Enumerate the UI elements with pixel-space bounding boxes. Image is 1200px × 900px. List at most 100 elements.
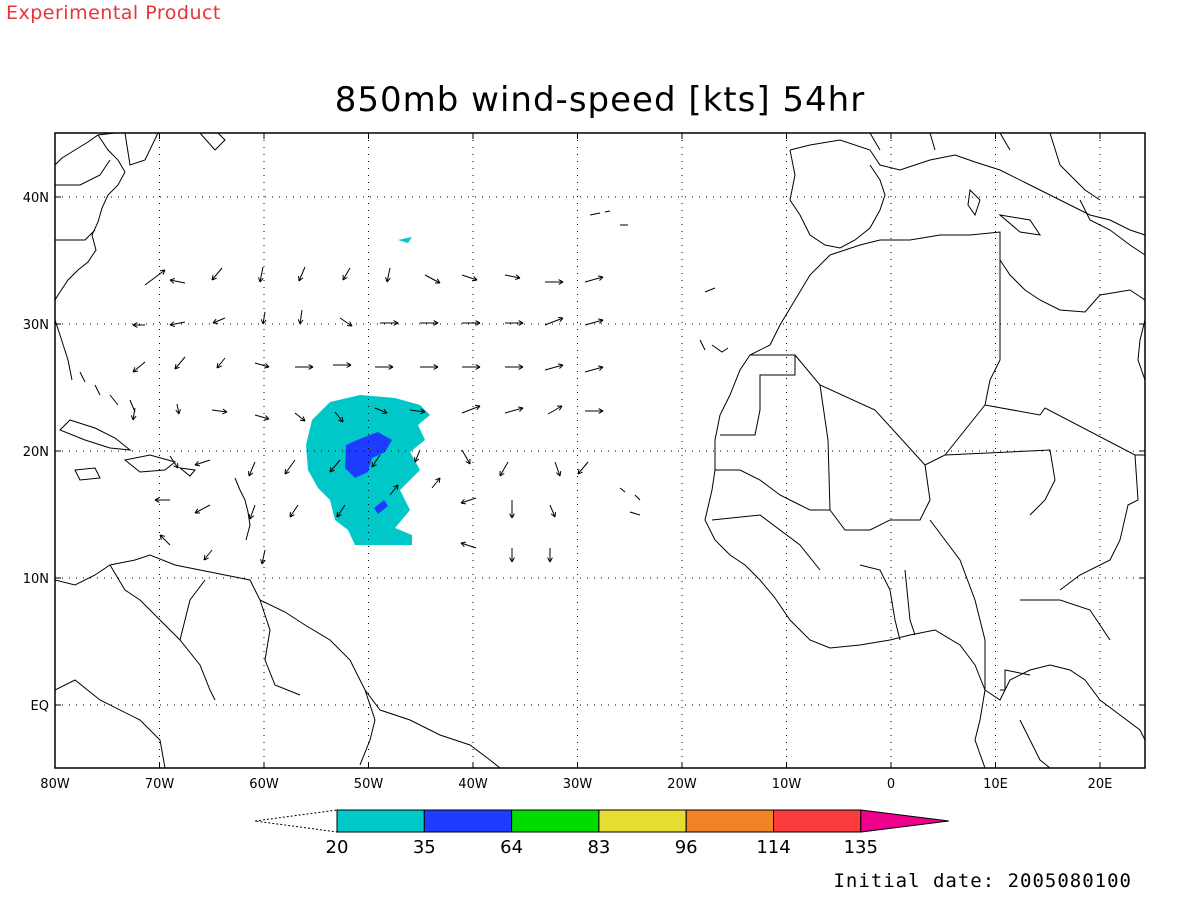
- colorbar-swatch: [336, 809, 425, 833]
- wind-vector: [259, 266, 264, 283]
- wind-vector: [329, 459, 341, 473]
- colorbar-swatch: [685, 809, 775, 833]
- wind-vector: [461, 405, 481, 414]
- wind-vector: [584, 276, 604, 283]
- lat-label: 20N: [23, 445, 49, 460]
- coastlines: [55, 133, 1145, 768]
- colorbar-swatch: [598, 809, 687, 833]
- wind-vector: [371, 454, 381, 468]
- lat-label: 30N: [23, 318, 49, 333]
- lon-label: 40W: [458, 777, 488, 792]
- wind-vector: [254, 362, 270, 368]
- wind-vector: [289, 504, 299, 518]
- wind-vector: [389, 484, 399, 496]
- lon-label: 10E: [983, 777, 1008, 792]
- colorbar-label: 64: [500, 837, 523, 858]
- wind-vector: [159, 534, 171, 546]
- wind-vector: [584, 319, 604, 326]
- colorbar-label: 35: [413, 837, 436, 858]
- colorbar-upper-extend: [860, 809, 949, 833]
- wind-vector: [169, 455, 179, 469]
- wind-vector: [261, 549, 266, 565]
- colorbar-label: 96: [675, 837, 698, 858]
- wind-vector: [544, 364, 564, 371]
- wind-vector: [544, 317, 564, 326]
- wind-vector: [577, 461, 589, 475]
- wind-vector: [504, 407, 524, 414]
- lon-label: 60W: [249, 777, 279, 792]
- colorbar-label: 114: [756, 837, 790, 858]
- lon-label: 20W: [667, 777, 697, 792]
- wind-vector: [144, 269, 166, 286]
- lat-label: 10N: [23, 572, 49, 587]
- wind-vector: [504, 274, 521, 279]
- lon-label: 0: [887, 777, 895, 792]
- colorbar: 20 35 64 83 96 114 135: [254, 809, 949, 858]
- wind-vector: [284, 459, 296, 475]
- lon-label: 10W: [772, 777, 802, 792]
- wind-shading-blue-small: [374, 500, 388, 514]
- wind-vector: [547, 405, 563, 415]
- wind-vector: [169, 279, 186, 284]
- wind-vector: [249, 504, 256, 520]
- wind-vector: [132, 361, 146, 373]
- wind-vector: [409, 409, 426, 413]
- colorbar-swatch: [511, 809, 600, 833]
- wind-vector: [499, 461, 509, 477]
- wind-vector: [460, 542, 477, 549]
- map-title: 850mb wind-speed [kts] 54hr: [334, 80, 866, 120]
- wind-vector: [194, 459, 211, 466]
- wind-vector: [374, 407, 388, 414]
- wind-vectors: [130, 266, 604, 565]
- wind-vector: [554, 461, 561, 477]
- wind-vector: [248, 461, 256, 477]
- wind-vector: [461, 449, 471, 465]
- colorbar-swatch: [423, 809, 513, 833]
- wind-vector: [339, 317, 353, 327]
- wind-vector: [431, 477, 441, 489]
- wind-vector: [294, 412, 306, 422]
- wind-vector: [211, 267, 223, 281]
- wind-vector: [460, 497, 477, 504]
- wind-vector: [262, 311, 266, 325]
- map-frame: [54, 132, 1146, 769]
- wind-vector: [203, 549, 213, 561]
- wind-vector: [299, 309, 303, 325]
- wind-vector: [194, 504, 211, 514]
- colorbar-label: 83: [587, 837, 610, 858]
- wind-vector: [254, 414, 270, 420]
- colorbar-lower-extend: [254, 809, 338, 833]
- wind-vector: [461, 274, 478, 281]
- wind-vector: [176, 403, 180, 415]
- lon-label: 80W: [40, 777, 70, 792]
- graticule: [55, 133, 1145, 768]
- wind-vector: [342, 267, 351, 281]
- wind-vector: [424, 274, 441, 284]
- wind-vector: [169, 321, 186, 326]
- wind-vector: [132, 407, 136, 421]
- lon-label: 70W: [145, 777, 175, 792]
- wind-vector: [211, 409, 228, 413]
- wind-vector: [549, 504, 556, 518]
- lat-label: EQ: [31, 699, 49, 714]
- wind-vector: [216, 357, 226, 369]
- wind-vector: [212, 317, 226, 324]
- wind-vector: [298, 266, 306, 282]
- lat-label: 40N: [23, 191, 49, 206]
- experimental-product-label: Experimental Product: [6, 2, 221, 24]
- lon-label: 50W: [354, 777, 384, 792]
- lon-label: 30W: [563, 777, 593, 792]
- colorbar-swatch: [773, 809, 862, 833]
- wind-vector: [336, 504, 346, 518]
- lon-label: 20E: [1088, 777, 1113, 792]
- wind-vector: [174, 356, 186, 370]
- colorbar-label: 20: [326, 837, 349, 858]
- initial-date-label: Initial date: 2005080100: [833, 870, 1132, 892]
- map-axes: 80W 70W 60W 50W 40W 30W 20W 10W 0 10E 20E 40N 30N 20N…: [23, 133, 1145, 792]
- wind-vector: [334, 411, 344, 423]
- wind-vector: [584, 366, 604, 373]
- colorbar-label: 135: [844, 837, 878, 858]
- wind-shading-cyan-small: [398, 237, 412, 243]
- wind-vector: [414, 449, 421, 463]
